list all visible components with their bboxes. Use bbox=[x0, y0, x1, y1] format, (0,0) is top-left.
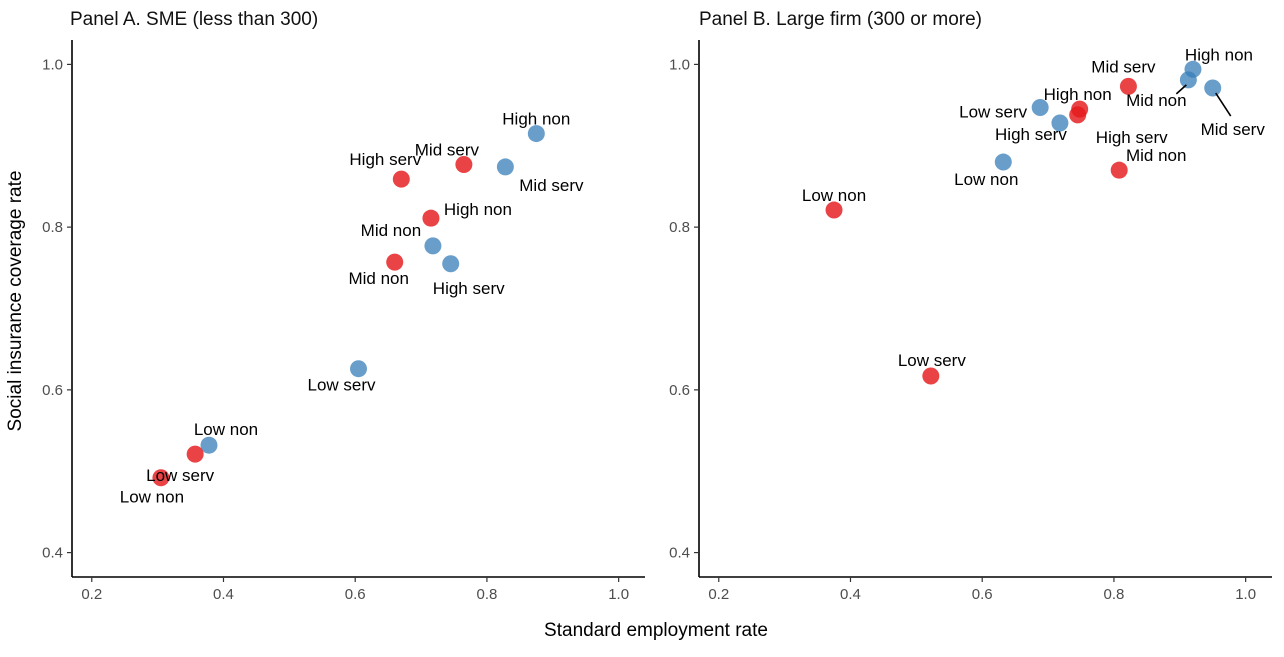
data-point-red bbox=[422, 209, 440, 227]
point-label: High serv bbox=[349, 150, 421, 169]
label-leader-line bbox=[1215, 92, 1232, 117]
data-point-blue bbox=[200, 436, 218, 454]
point-label: Mid non bbox=[348, 269, 408, 288]
y-axis-title: Social insurance coverage rate bbox=[5, 171, 26, 432]
point-label: High serv bbox=[433, 279, 505, 298]
data-point-blue bbox=[1179, 71, 1197, 89]
point-label: High non bbox=[1185, 45, 1253, 64]
point-label: Low non bbox=[194, 420, 258, 439]
panel-a: Panel A. SME (less than 300) 0.2 0.4 0.6 0.8… bbox=[42, 9, 645, 603]
point-label: Low serv bbox=[898, 351, 967, 370]
point-label: High non bbox=[502, 110, 570, 129]
data-point-red bbox=[186, 445, 204, 463]
point-label: Mid serv bbox=[519, 176, 584, 195]
data-point-red bbox=[1069, 106, 1087, 124]
x-axis-title: Standard employment rate bbox=[544, 620, 768, 641]
point-label: High non bbox=[444, 200, 512, 219]
point-label: Mid non bbox=[1126, 146, 1186, 165]
data-point-blue bbox=[1051, 114, 1069, 132]
x-tick-label: 0.4 bbox=[213, 586, 234, 603]
point-label: Mid serv bbox=[415, 140, 480, 159]
data-point-blue bbox=[527, 125, 545, 143]
x-tick-label: 1.0 bbox=[608, 586, 629, 603]
y-tick-label: 0.6 bbox=[669, 382, 690, 399]
point-label: Mid serv bbox=[1201, 120, 1266, 139]
point-label: Mid non bbox=[361, 221, 421, 240]
data-point-blue bbox=[1204, 79, 1222, 97]
panel-title: Panel A. SME (less than 300) bbox=[70, 9, 318, 30]
data-point-blue bbox=[442, 255, 460, 273]
point-label: Mid serv bbox=[1091, 57, 1156, 76]
panel-b: Panel B. Large firm (300 or more) 0.2 0.4 0… bbox=[669, 9, 1272, 603]
data-point-red bbox=[1110, 161, 1128, 179]
data-point-blue bbox=[496, 158, 514, 176]
point-label: High non bbox=[1044, 85, 1112, 104]
data-point-red bbox=[152, 469, 170, 487]
data-point-blue bbox=[994, 153, 1012, 171]
x-tick-label: 0.4 bbox=[840, 586, 861, 603]
data-point-blue bbox=[424, 237, 442, 255]
data-point-red bbox=[825, 201, 843, 219]
y-tick-label: 0.8 bbox=[669, 219, 690, 236]
x-tick-label: 0.8 bbox=[477, 586, 498, 603]
x-tick-label: 0.2 bbox=[81, 586, 102, 603]
point-label: Low non bbox=[954, 170, 1018, 189]
data-point-red bbox=[455, 155, 473, 173]
x-tick-label: 0.8 bbox=[1104, 586, 1125, 603]
y-tick-label: 1.0 bbox=[42, 56, 63, 73]
data-point-red bbox=[922, 367, 940, 385]
data-point-red bbox=[392, 170, 410, 188]
data-point-blue bbox=[1031, 99, 1049, 117]
data-point-red bbox=[1119, 77, 1137, 95]
y-tick-label: 1.0 bbox=[669, 56, 690, 73]
point-label: High serv bbox=[1096, 128, 1168, 147]
data-point-red bbox=[386, 253, 404, 271]
x-tick-label: 0.2 bbox=[708, 586, 729, 603]
point-label: Low serv bbox=[307, 376, 376, 395]
data-point-blue bbox=[350, 360, 367, 378]
point-label: Low non bbox=[120, 488, 184, 507]
point-label: Low non bbox=[802, 186, 866, 205]
point-label: Low serv bbox=[959, 103, 1028, 122]
point-label: Low serv bbox=[146, 466, 215, 485]
point-label: Mid non bbox=[1126, 91, 1186, 110]
label-leader-line bbox=[1175, 84, 1187, 95]
x-tick-label: 1.0 bbox=[1235, 586, 1256, 603]
point-label: High serv bbox=[995, 125, 1067, 144]
y-tick-label: 0.4 bbox=[669, 545, 690, 562]
y-tick-label: 0.4 bbox=[42, 545, 63, 562]
y-tick-label: 0.8 bbox=[42, 219, 63, 236]
x-tick-label: 0.6 bbox=[972, 586, 993, 603]
y-tick-label: 0.6 bbox=[42, 382, 63, 399]
x-tick-label: 0.6 bbox=[345, 586, 366, 603]
panel-title: Panel B. Large firm (300 or more) bbox=[699, 9, 982, 30]
